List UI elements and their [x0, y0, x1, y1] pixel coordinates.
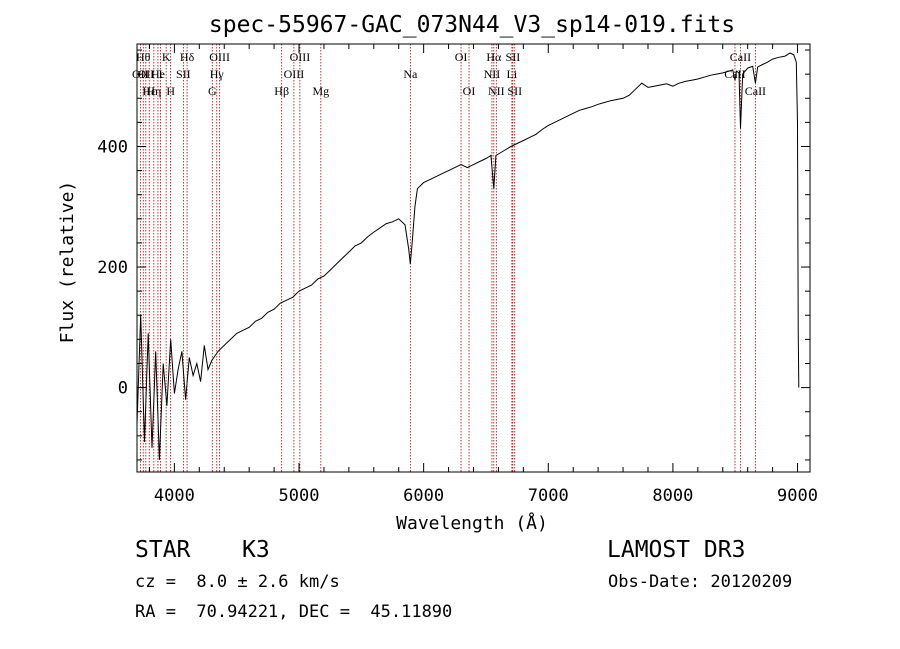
line-label: CaII — [730, 50, 751, 64]
object-subclass: K3 — [242, 537, 270, 563]
line-label: I — [159, 67, 163, 81]
y-axis-label: Flux (relative) — [57, 181, 78, 344]
line-label: Hη — [146, 84, 161, 98]
line-label: OIII — [209, 50, 230, 64]
x-tick-label: 7000 — [528, 486, 569, 506]
line-label: NII — [488, 84, 505, 98]
spectral-line-labels: OIIHθOIIHεHηHeIKHSIIHδGHγOIIIHβOIIIOIIIM… — [132, 50, 766, 98]
object-class: STAR — [135, 537, 191, 563]
line-label: OI — [455, 50, 468, 64]
line-label: CaII — [745, 84, 766, 98]
x-tick-label: 6000 — [403, 486, 444, 506]
coordinates: RA = 70.94221, DEC = 45.11890 — [135, 602, 453, 622]
line-label: SII — [507, 84, 522, 98]
line-label: Hα — [486, 50, 502, 64]
line-label: Na — [403, 67, 418, 81]
line-label: OI — [463, 84, 476, 98]
plot-frame — [136, 43, 811, 473]
obs-date: Obs-Date: 20120209 — [608, 572, 793, 592]
line-label: NII — [484, 67, 501, 81]
redshift-readout: cz = 8.0 ± 2.6 km/s — [135, 572, 340, 592]
line-label: OIII — [290, 50, 311, 64]
line-label: Hθ — [136, 50, 151, 64]
line-label: H — [166, 84, 175, 98]
y-tick-label: 200 — [97, 258, 128, 278]
x-tick-label: 8000 — [652, 486, 693, 506]
chart-title: spec-55967-GAC_073N44_V3_sp14-019.fits — [209, 12, 735, 38]
x-tick-label: 4000 — [154, 486, 195, 506]
y-tick-label: 0 — [118, 379, 128, 399]
line-label: Hβ — [274, 84, 289, 98]
y-axis: 0 200 400 — [97, 49, 810, 461]
line-label: Mg — [312, 84, 329, 98]
survey-name: LAMOST DR3 — [607, 537, 746, 563]
line-label: OII — [138, 67, 155, 81]
line-label: G — [208, 84, 217, 98]
x-axis: 4000 5000 6000 7000 8000 9000 — [148, 44, 818, 506]
line-label: Li — [507, 67, 518, 81]
line-label: Hδ — [180, 50, 195, 64]
line-label: SII — [506, 50, 521, 64]
line-label: SII — [176, 67, 191, 81]
x-tick-label: 5000 — [279, 486, 320, 506]
x-tick-label: 9000 — [777, 486, 818, 506]
line-label: OIII — [284, 67, 305, 81]
line-label: Hε — [142, 84, 156, 98]
line-label: Hγ — [210, 67, 225, 81]
y-tick-label: 400 — [97, 137, 128, 157]
spectral-line-markers — [139, 44, 756, 472]
x-axis-label: Wavelength (Å) — [396, 512, 548, 534]
line-label: He — [151, 67, 165, 81]
line-label: K — [162, 50, 171, 64]
spectrum-line — [136, 52, 800, 460]
